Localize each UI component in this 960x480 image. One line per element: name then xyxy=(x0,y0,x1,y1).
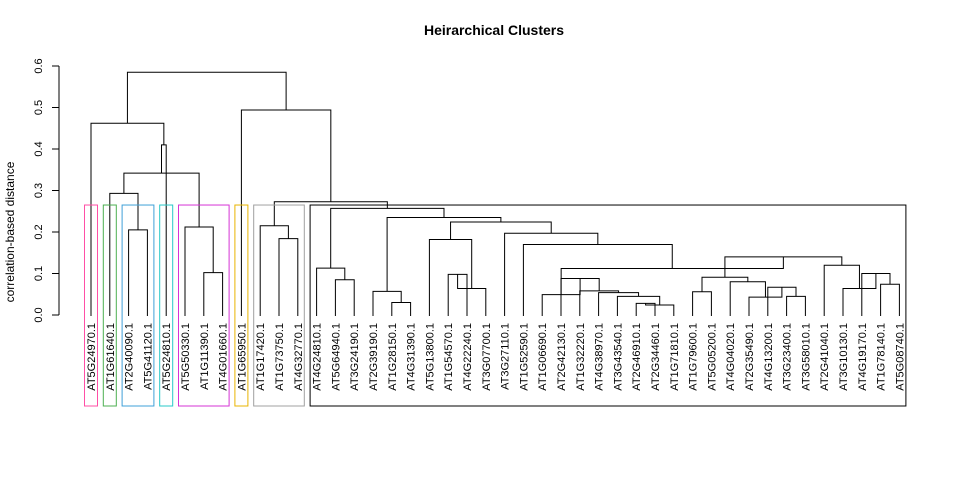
merge-link xyxy=(386,216,502,292)
merge-link xyxy=(645,303,675,316)
leaf-label: AT1G61640.1 xyxy=(105,323,117,391)
leaf-label: AT1G71810.1 xyxy=(669,323,681,391)
dendrogram-tree xyxy=(90,71,900,316)
merge-link xyxy=(128,229,148,316)
leaf-label: AT1G11390.1 xyxy=(199,323,211,390)
y-tick-label: 0.0 xyxy=(33,307,45,322)
merge-link xyxy=(579,290,620,316)
leaf-label: AT3G24190.1 xyxy=(349,323,361,391)
cluster-box xyxy=(121,204,155,407)
y-tick-label: 0.2 xyxy=(33,224,45,239)
merge-link xyxy=(109,192,139,316)
cluster-box xyxy=(253,204,305,407)
leaf-label: AT2G39190.1 xyxy=(368,323,380,391)
merge-link xyxy=(391,302,412,316)
merge-link xyxy=(880,283,900,316)
leaf-label: AT2G41040.1 xyxy=(819,323,831,391)
merge-link xyxy=(259,225,289,316)
leaf-label: AT1G17420.1 xyxy=(255,323,267,391)
leaf-label: AT4G32770.1 xyxy=(293,323,305,391)
leaf-label: AT4G31390.1 xyxy=(406,323,418,391)
merge-link xyxy=(701,276,749,292)
merge-link xyxy=(203,272,224,316)
merge-link xyxy=(823,264,860,316)
merge-link xyxy=(184,226,214,316)
leaf-label: AT3G27110.1 xyxy=(500,323,512,390)
leaf-label: AT5G24970.1 xyxy=(86,323,98,391)
leaf-label: AT1G78140.1 xyxy=(876,323,888,391)
leaf-label: AT4G22240.1 xyxy=(462,323,474,391)
leaf-label: AT5G05200.1 xyxy=(706,323,718,391)
merge-link xyxy=(161,144,167,316)
leaf-label: AT3G23400.1 xyxy=(782,323,794,391)
y-tick-label: 0.3 xyxy=(33,183,45,198)
merge-link xyxy=(278,238,299,316)
y-tick-label: 0.6 xyxy=(33,58,45,73)
cluster-box xyxy=(309,204,907,407)
leaf-label: AT2G42130.1 xyxy=(556,323,568,391)
merge-link xyxy=(428,238,473,316)
cluster-box xyxy=(159,204,174,407)
leaf-label: AT4G01660.1 xyxy=(218,323,230,391)
leaf-label: AT1G28150.1 xyxy=(387,323,399,391)
cluster-box xyxy=(234,204,249,407)
leaf-label: AT5G50330.1 xyxy=(180,323,192,391)
merge-link xyxy=(334,279,355,316)
merge-link xyxy=(450,221,552,240)
leaf-label: AT1G79600.1 xyxy=(688,323,700,391)
merge-link xyxy=(504,232,599,316)
y-tick-label: 0.5 xyxy=(33,100,45,115)
merge-link xyxy=(372,290,402,316)
chart-title: Heirarchical Clusters xyxy=(424,22,564,38)
merge-link xyxy=(316,267,346,316)
leaf-label: AT1G52590.1 xyxy=(518,323,530,391)
leaf-label: AT1G32220.1 xyxy=(575,323,587,391)
leaf-label: AT2G46910.1 xyxy=(631,323,643,391)
leaf-label: AT5G24810.1 xyxy=(161,323,173,391)
leaf-label: AT5G41120.1 xyxy=(142,323,154,390)
leaf-label: AT4G04020.1 xyxy=(725,323,737,391)
leaf-label: AT3G07700.1 xyxy=(481,323,493,391)
leaf-label: AT5G08740.1 xyxy=(894,323,906,391)
merge-link xyxy=(123,172,200,228)
leaf-label: AT1G65950.1 xyxy=(236,323,248,391)
leaf-label: AT5G13800.1 xyxy=(424,323,436,391)
cluster-box xyxy=(84,204,98,407)
y-tick-label: 0.4 xyxy=(33,141,45,156)
leaf-label: AT4G24810.1 xyxy=(312,323,324,391)
leaf-label: AT1G73750.1 xyxy=(274,323,286,391)
merge-link xyxy=(729,281,766,316)
leaf-label: AT5G64940.1 xyxy=(330,323,342,391)
leaf-label: AT4G19170.1 xyxy=(857,323,869,391)
y-tick-label: 0.1 xyxy=(33,266,45,281)
merge-link xyxy=(240,109,332,316)
leaf-label: AT3G58010.1 xyxy=(800,323,812,391)
leaf-label: AT2G40090.1 xyxy=(124,323,136,391)
merge-link xyxy=(692,291,712,316)
leaf-label: AT4G38970.1 xyxy=(594,323,606,391)
leaf-labels: AT5G24970.1 AT1G61640.1 AT2G40090.1 AT5G411… xyxy=(86,323,906,391)
merge-link xyxy=(616,295,661,316)
leaf-label: AT2G34460.1 xyxy=(650,323,662,391)
cluster-box xyxy=(102,204,117,407)
cluster-boxes xyxy=(84,204,907,407)
leaf-label: AT1G06690.1 xyxy=(537,323,549,391)
leaf-label: AT4G13200.1 xyxy=(763,323,775,391)
merge-link xyxy=(90,122,165,316)
leaf-label: AT3G10130.1 xyxy=(838,323,850,391)
merge-link xyxy=(126,71,287,124)
leaf-label: AT2G35490.1 xyxy=(744,323,756,391)
leaf-label: AT1G54570.1 xyxy=(443,323,455,391)
cluster-box xyxy=(178,204,230,407)
y-axis: 0.0 0.1 0.2 0.3 0.4 0.5 0.6 xyxy=(33,58,60,323)
leaf-label: AT3G43540.1 xyxy=(612,323,624,391)
y-axis-label: correlation-based distance xyxy=(3,161,17,302)
merge-link xyxy=(786,295,806,316)
